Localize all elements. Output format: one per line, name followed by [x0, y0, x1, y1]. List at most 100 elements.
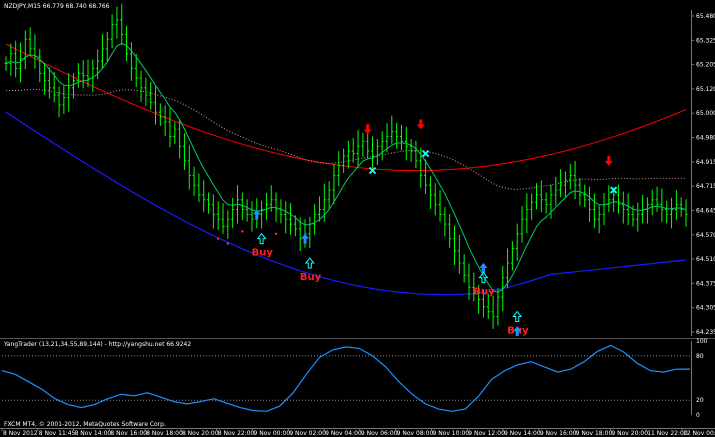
- price-bar: [530, 193, 534, 221]
- price-bar: [491, 295, 495, 329]
- time-tick-label: 11 Nov 22:00: [647, 430, 688, 437]
- price-bar: [612, 187, 616, 213]
- price-bar: [14, 40, 18, 78]
- slow-moving-average: [5, 43, 687, 172]
- price-bar: [361, 132, 365, 157]
- time-tick-label: 9 Nov 20:00: [611, 430, 648, 437]
- price-bar: [192, 166, 196, 196]
- price-bar: [293, 215, 297, 237]
- price-bar: [346, 140, 350, 169]
- price-bar: [496, 288, 500, 326]
- price-bar: [178, 118, 182, 159]
- time-tick-label: 8 Nov 20:00: [182, 430, 219, 437]
- signal-up: [479, 262, 488, 273]
- price-bar: [448, 213, 452, 248]
- price-bar: [187, 144, 191, 190]
- price-bar: [158, 103, 162, 127]
- up-arrow-icon: [513, 326, 522, 337]
- exit-cross-icon: [421, 149, 430, 158]
- price-bar: [62, 85, 66, 114]
- price-tick-label: 64.305: [696, 305, 715, 312]
- price-bar: [597, 205, 601, 234]
- price-tick-label: 65.205: [696, 62, 715, 69]
- exit-cross-icon: [609, 186, 618, 194]
- signal-down: [604, 155, 613, 166]
- price-bar: [443, 207, 447, 237]
- signal-dot: [226, 242, 230, 245]
- down-arrow-icon: [363, 124, 372, 135]
- time-tick-label: 9 Nov 08:00: [397, 430, 434, 437]
- price-bar: [211, 194, 215, 229]
- price-bar: [57, 86, 61, 118]
- time-tick-label: 9 Nov 00:00: [254, 430, 291, 437]
- oscillator-levels: [2, 355, 690, 401]
- up-arrow-outline-icon: [256, 232, 267, 245]
- price-bar: [371, 136, 375, 169]
- price-bar: [52, 71, 56, 103]
- price-bar: [105, 31, 109, 62]
- up-arrow-outline-icon: [512, 310, 523, 323]
- price-pane[interactable]: BuyBuyBuyBuy: [4, 3, 688, 337]
- signal-up-open: Buy: [252, 232, 274, 259]
- price-bar: [139, 70, 143, 102]
- signal-down: [363, 124, 372, 135]
- price-bars: [4, 3, 688, 329]
- exit-cross-icon: [368, 166, 377, 175]
- price-bar: [317, 196, 321, 222]
- price-tick-label: 64.645: [696, 207, 715, 214]
- price-bar: [428, 176, 432, 210]
- signal-dot: [274, 232, 278, 236]
- price-bar: [409, 138, 413, 162]
- price-bar: [76, 63, 80, 88]
- price-bar: [534, 183, 538, 210]
- time-tick-label: 9 Nov 10:00: [432, 430, 469, 437]
- up-arrow-outline-icon: [478, 271, 489, 284]
- price-bar: [216, 201, 220, 230]
- price-bar: [438, 190, 442, 222]
- price-bar: [250, 201, 254, 232]
- price-tick-label: 65.325: [696, 37, 715, 44]
- price-bar: [332, 163, 336, 205]
- buy-label: Buy: [252, 248, 274, 259]
- price-bar: [583, 184, 587, 208]
- price-bar: [563, 171, 567, 198]
- oscillator-tick-label: 0: [696, 412, 700, 419]
- price-tick-label: 64.510: [696, 256, 715, 263]
- price-tick-label: 64.235: [696, 329, 715, 336]
- price-bar: [43, 63, 47, 95]
- price-bar: [356, 130, 360, 168]
- time-tick-label: 9 Nov 02:00: [289, 430, 326, 437]
- price-bar: [621, 191, 625, 224]
- signal-down: [416, 119, 425, 130]
- price-bar: [38, 48, 42, 83]
- price-bar: [221, 203, 225, 234]
- price-bar: [289, 203, 293, 235]
- price-bar: [380, 131, 384, 161]
- price-bar: [226, 210, 230, 239]
- price-tick-label: 64.715: [696, 183, 715, 190]
- price-bar: [202, 180, 206, 213]
- price-bar: [284, 201, 288, 234]
- time-tick-label: 8 Nov 22:00: [218, 430, 255, 437]
- price-tick-label: 64.980: [696, 135, 715, 142]
- time-tick-label: 9 Nov 12:00: [468, 430, 505, 437]
- price-bar: [414, 140, 418, 169]
- down-arrow-icon: [604, 155, 613, 166]
- signal-up: [252, 209, 261, 220]
- price-bar: [18, 42, 22, 83]
- price-bar: [399, 124, 403, 151]
- time-axis: 8 Nov 2012 8 Nov 11:45 8 Nov 14:00 8 Nov 16…: [0, 428, 715, 437]
- up-arrow-icon: [301, 233, 310, 244]
- oscillator-pane[interactable]: [1, 344, 690, 412]
- price-tick-label: 65.480: [696, 13, 715, 20]
- price-bar: [467, 263, 471, 300]
- price-bar: [549, 184, 553, 219]
- price-bar: [313, 204, 317, 235]
- buy-label: Buy: [473, 287, 495, 298]
- price-bar: [573, 160, 577, 200]
- price-bar: [327, 181, 331, 209]
- time-tick-label: 8 Nov 18:00: [146, 430, 183, 437]
- signal-dot: [241, 230, 244, 233]
- oscillator-path: [1, 344, 690, 412]
